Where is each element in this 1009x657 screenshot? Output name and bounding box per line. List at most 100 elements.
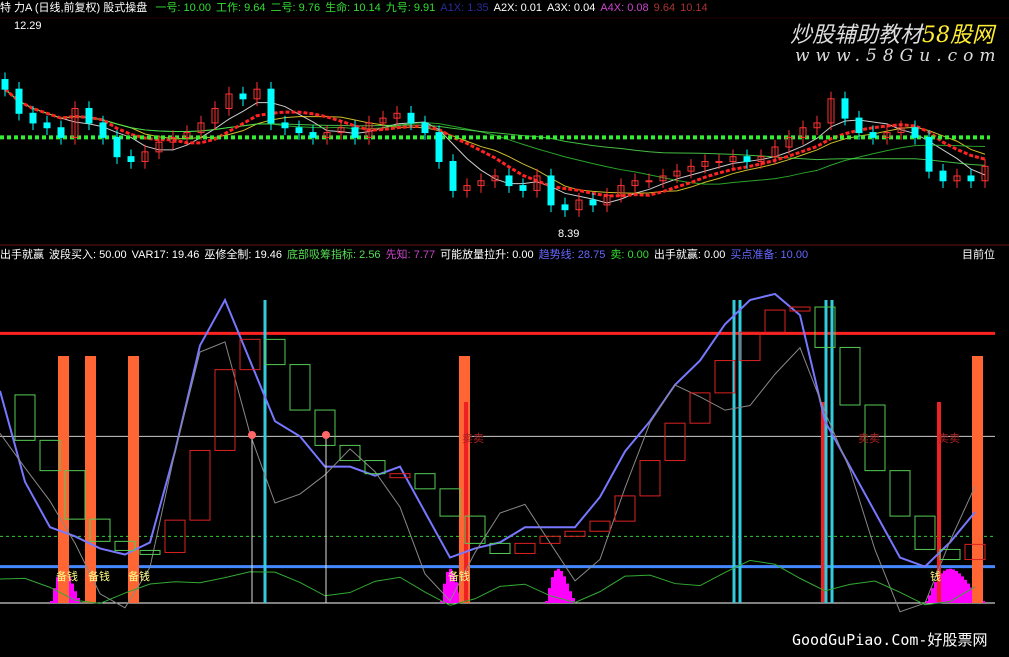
candle-body [827, 98, 835, 124]
footer-watermark: GoodGuPiao.Com-好股票网 [792, 631, 988, 649]
candle-body [15, 88, 23, 114]
candle-body [57, 127, 65, 138]
header-indicator-value: A4X: 0.08 [600, 2, 649, 14]
oscillator-line [0, 559, 976, 606]
indicator-label: A1X [440, 2, 462, 14]
candle-body [127, 156, 135, 162]
histogram-bar [449, 568, 452, 603]
header-indicator-value: 卖: 0.00 [610, 249, 649, 261]
indicator-value: 9.76 [298, 2, 321, 14]
indicator-label: A3X [546, 2, 568, 14]
sell-label: 卖卖 [462, 433, 484, 445]
histogram-bar [563, 576, 566, 603]
candle-body [99, 122, 107, 138]
header-indicator-value: 出手就赢: 0.00 [653, 249, 726, 261]
buy-signal-bar [58, 356, 69, 603]
header-indicator-value: 底部吸筹指标: 2.56 [287, 249, 381, 261]
indicator-value: 10.14 [353, 2, 381, 14]
indicator-label: 底部吸筹指标 [287, 249, 354, 261]
indicator-label: 卖 [610, 249, 622, 261]
step-box [239, 338, 261, 371]
candle-body [589, 199, 597, 206]
step-box [564, 530, 586, 537]
histogram-bar [569, 591, 572, 603]
candle-body [29, 112, 37, 124]
step-box [39, 439, 61, 472]
indicator-label: 先知 [385, 249, 408, 261]
candle-body [169, 136, 177, 143]
candle-body [323, 132, 331, 138]
histogram-bar [452, 573, 455, 603]
header-indicator-value: 9.64 [654, 2, 675, 14]
buy-label: 钱 [930, 571, 941, 583]
histogram-bar [940, 573, 943, 603]
histogram-bar [446, 571, 449, 603]
step-box [439, 488, 461, 517]
histogram-bar [931, 588, 934, 603]
indicator-label: 买点准备 [730, 249, 775, 261]
histogram-bar [946, 569, 949, 603]
indicator-label: 趋势线 [538, 249, 572, 261]
cyan-signal-line [738, 300, 742, 603]
histogram-bar [982, 600, 985, 603]
low-price-label: 8.39 [558, 228, 580, 240]
candle-body [505, 175, 513, 187]
watermark-url: www.58Gu.com [795, 46, 1002, 66]
candle-body [883, 132, 891, 138]
high-price-label: 12.29 [14, 20, 42, 32]
indicator-label: VAR17 [131, 249, 166, 261]
candle-body [379, 117, 387, 124]
candle-body [463, 185, 471, 191]
buy-signal-bar [128, 356, 139, 603]
step-box [639, 460, 661, 497]
histogram-bar [551, 577, 554, 603]
red-trend-line [4, 88, 986, 198]
histogram-bar [74, 591, 77, 603]
header-indicator-value: 出手就赢 [0, 249, 44, 261]
step-box [414, 473, 436, 490]
indicator-value: 2.56 [359, 249, 381, 261]
step-box [964, 543, 986, 561]
step-box [664, 422, 686, 462]
sell-signal-bar [937, 402, 941, 602]
indicator-value: 28.75 [577, 249, 606, 261]
histogram-bar [557, 568, 560, 603]
candle-body [897, 127, 905, 134]
candle-body [757, 156, 765, 162]
indicator-value: 10.14 [680, 2, 708, 14]
header-indicator-value: 一号: 10.00 [155, 2, 211, 14]
indicator-label: 波段买入 [49, 249, 93, 261]
header-indicator-value: 巫修全制: 19.46 [204, 249, 283, 261]
sell-signal-bar [821, 402, 825, 602]
step-box [789, 306, 811, 312]
candle-body [813, 122, 821, 129]
trend-line [0, 292, 976, 568]
histogram-bar [961, 576, 964, 603]
histogram-bar [68, 576, 71, 603]
header-indicator-value: 九号: 9.91 [385, 2, 436, 14]
indicator-value: 7.77 [413, 249, 436, 261]
histogram-bar [53, 588, 56, 603]
candle-body [617, 185, 625, 196]
candle-body [799, 127, 807, 138]
candle-body [855, 117, 863, 134]
candle-body [43, 122, 51, 129]
indicator-label: 出手就赢 [653, 249, 698, 261]
histogram-bar [943, 570, 946, 603]
candle-body [953, 175, 961, 182]
header-indicator-value: 二号: 9.76 [270, 2, 321, 14]
step-box [114, 540, 136, 551]
step-box [614, 495, 636, 522]
header-indicator-value: 生命: 10.14 [325, 2, 381, 14]
candle-body [645, 180, 653, 183]
candle-body [603, 194, 611, 206]
histogram-bar [958, 573, 961, 603]
indicator-value: 10.00 [183, 2, 211, 14]
step-box [914, 515, 936, 550]
candle-body [575, 199, 583, 211]
indicator-value: 0.00 [512, 249, 534, 261]
sell-signal-bar [464, 402, 468, 602]
histogram-bar [949, 568, 952, 603]
